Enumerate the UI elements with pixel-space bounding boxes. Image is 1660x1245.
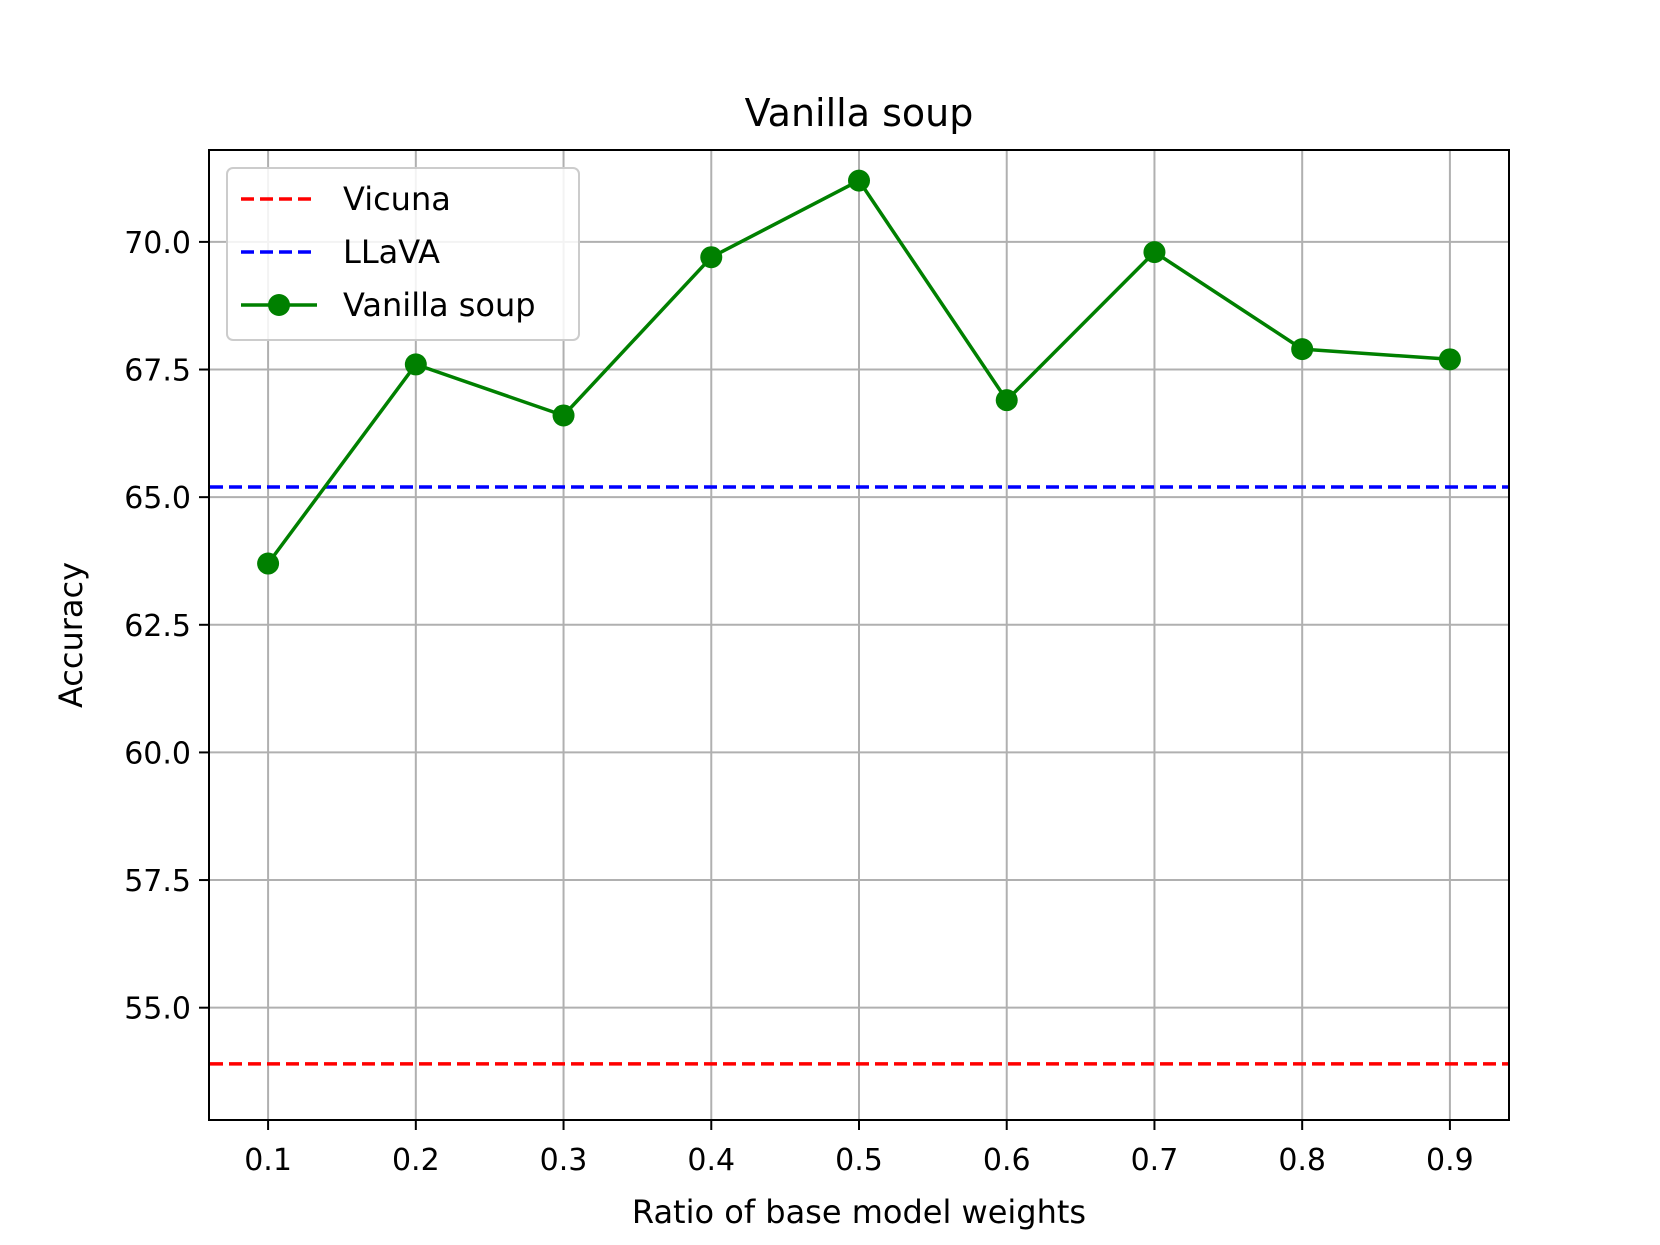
y-axis-ticks: 55.0 57.5 60.0 62.5 65.0 67.5 70.0 — [124, 226, 209, 1027]
x-tick-label: 0.1 — [244, 1143, 292, 1178]
legend: Vicuna LLaVA Vanilla soup — [226, 167, 580, 341]
data-point — [995, 389, 1018, 412]
legend-label-vanilla-soup: Vanilla soup — [343, 286, 536, 324]
x-tick-label: 0.5 — [835, 1143, 883, 1178]
y-axis-label: Accuracy — [52, 562, 90, 708]
x-tick-label: 0.8 — [1278, 1143, 1326, 1178]
chart-title: Vanilla soup — [745, 91, 974, 135]
data-point — [404, 353, 427, 376]
reference-lines — [210, 485, 1508, 1066]
x-tick-label: 0.2 — [392, 1143, 440, 1178]
legend-box — [226, 167, 580, 341]
data-point — [1291, 338, 1314, 361]
legend-label-vicuna: Vicuna — [343, 180, 451, 218]
x-tick-label: 0.3 — [540, 1143, 588, 1178]
y-tick-label: 57.5 — [124, 864, 191, 899]
legend-label-llava: LLaVA — [343, 233, 440, 271]
data-point — [1143, 241, 1166, 264]
legend-marker-vanilla-soup — [268, 294, 290, 316]
data-point — [700, 246, 723, 269]
data-point — [552, 404, 575, 427]
x-tick-label: 0.6 — [983, 1143, 1031, 1178]
y-tick-label: 55.0 — [124, 992, 191, 1027]
y-tick-label: 70.0 — [124, 226, 191, 261]
x-axis-label: Ratio of base model weights — [632, 1193, 1086, 1231]
grid — [209, 150, 1509, 1120]
x-tick-label: 0.9 — [1426, 1143, 1474, 1178]
x-tick-label: 0.4 — [687, 1143, 735, 1178]
data-point — [1438, 348, 1461, 371]
x-tick-label: 0.7 — [1131, 1143, 1179, 1178]
x-axis-ticks: 0.1 0.2 0.3 0.4 0.5 0.6 0.7 0.8 0.9 — [244, 1120, 1474, 1178]
y-tick-label: 62.5 — [124, 609, 191, 644]
data-series — [257, 169, 1461, 575]
data-point — [848, 169, 870, 192]
y-tick-label: 65.0 — [124, 481, 191, 516]
y-tick-label: 60.0 — [124, 736, 191, 771]
y-tick-label: 67.5 — [124, 354, 191, 389]
data-point — [257, 552, 280, 575]
